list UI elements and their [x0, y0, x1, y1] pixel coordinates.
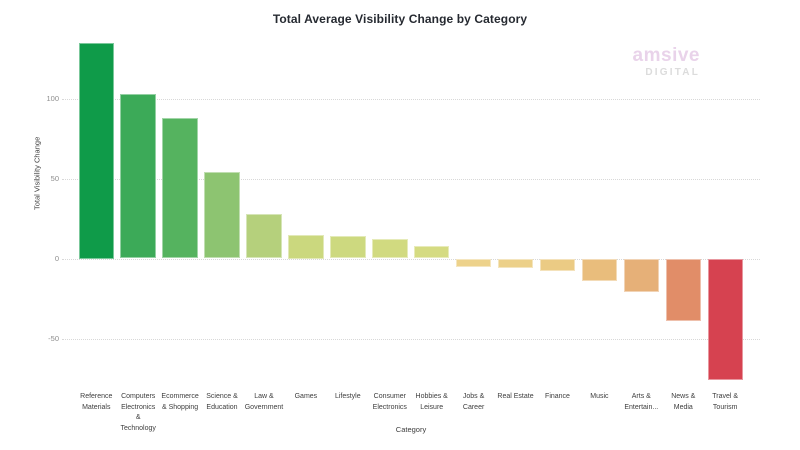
- chart-title: Total Average Visibility Change by Categ…: [272, 12, 528, 26]
- x-tick-label: Travel & Tourism: [712, 393, 739, 411]
- x-tick-label: News & Media: [671, 393, 696, 411]
- gridline-y100: [62, 98, 760, 100]
- x-tick-label: Games: [294, 393, 318, 400]
- bar-science-education: [204, 172, 240, 259]
- y-tick-label: -50: [48, 333, 59, 343]
- bar-law-government: [246, 213, 282, 259]
- x-tick-label: Real Estate: [497, 393, 534, 400]
- amsive-logo-wordmark: amsive: [632, 45, 700, 66]
- x-tick-label: Arts & Entertain...: [624, 393, 659, 411]
- x-axis-title: Category: [395, 425, 427, 434]
- x-tick-label: Ecommerce & Shopping: [161, 393, 199, 411]
- amsive-logo: amsive DIGITAL: [600, 46, 700, 78]
- bar-consumer-electronics: [372, 239, 408, 259]
- bar-computers-electronics-technology: [120, 93, 156, 259]
- y-tick-label: 50: [50, 173, 59, 183]
- x-tick-label: Music: [590, 393, 609, 400]
- x-tick-label: Consumer Electronics: [372, 393, 407, 411]
- x-tick-label: Computers Electronics & Technology: [120, 393, 156, 432]
- bar-music: [581, 258, 618, 281]
- bar-hobbies-leisure: [413, 245, 450, 259]
- bar-finance: [539, 258, 576, 272]
- bar-real-estate: [497, 258, 534, 269]
- bar-ecommerce-shopping: [162, 117, 198, 259]
- bar-lifestyle: [330, 236, 366, 259]
- y-tick-label: 0: [54, 253, 59, 263]
- bar-reference-materials: [78, 42, 114, 259]
- bar-travel-tourism: [707, 258, 743, 381]
- gridline-y-50: [62, 338, 760, 340]
- amsive-logo-digital-label: DIGITAL: [645, 67, 700, 78]
- x-tick-label: Hobbies & Leisure: [415, 393, 448, 411]
- x-tick-label: Science & Education: [206, 393, 238, 411]
- y-tick-label: 100: [46, 93, 59, 103]
- bar-games: [288, 234, 324, 259]
- x-tick-label: Jobs & Career: [462, 393, 485, 411]
- bar-jobs-career: [455, 258, 492, 267]
- bar-news-media: [665, 258, 701, 321]
- gridline-y0: [62, 258, 760, 260]
- bar-arts-entertain: [623, 258, 660, 293]
- x-tick-label: Law & Government: [244, 393, 284, 411]
- gridline-y50: [62, 178, 760, 180]
- x-tick-label: Lifestyle: [334, 393, 361, 400]
- x-tick-label: Finance: [545, 393, 570, 400]
- x-tick-label: Reference Materials: [80, 393, 113, 411]
